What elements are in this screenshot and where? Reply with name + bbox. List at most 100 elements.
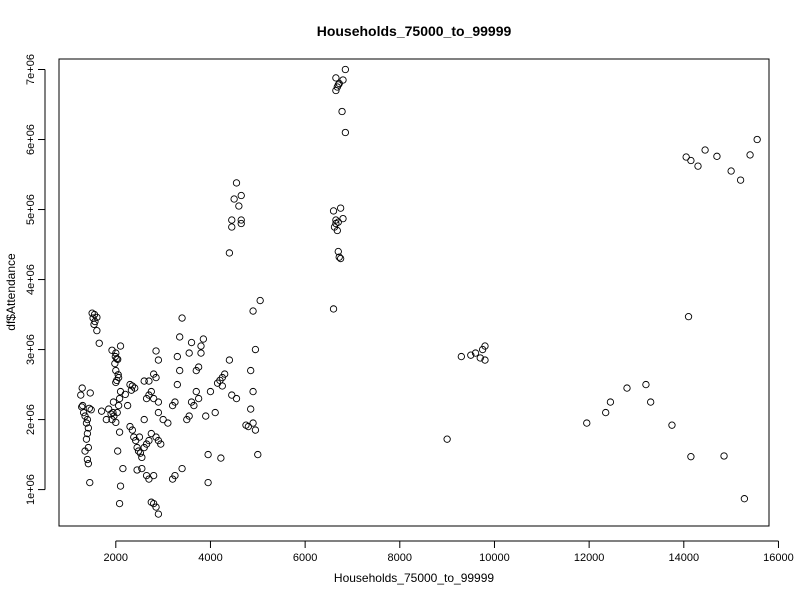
data-point [115,428,124,436]
data-point [192,387,200,396]
data-point [254,450,262,459]
data-point [753,135,761,144]
data-point [335,253,343,261]
y-tick-label: 7e+06 [25,54,37,85]
data-point [112,366,120,375]
y-tick-label: 5e+06 [25,194,37,225]
data-point [114,355,122,364]
data-point [90,320,98,329]
data-point [152,373,160,382]
data-point [471,349,480,357]
x-tick-label: 14000 [669,552,700,564]
data-point [256,296,264,305]
data-point [171,471,179,480]
data-point [173,352,181,361]
data-point [110,412,118,420]
data-point [147,429,155,438]
data-point [93,313,101,322]
data-point [606,398,615,406]
data-point [154,408,163,417]
data-point [116,387,125,396]
data-point [206,387,215,396]
data-point [583,419,591,427]
data-point [251,345,260,354]
data-point [147,387,155,396]
data-point [334,247,342,256]
data-point [138,464,146,473]
data-point [230,195,238,203]
data-point [77,391,85,399]
data-point [152,347,160,355]
data-points [77,65,761,518]
data-point [194,394,203,403]
data-point [136,449,145,457]
data-point [467,351,475,359]
data-point [199,335,208,343]
data-point [83,429,92,438]
data-point [133,466,141,474]
data-point [130,433,138,441]
data-point [115,394,124,403]
data-point [135,433,144,441]
data-point [145,475,153,483]
data-point [221,370,229,378]
data-point [713,152,721,160]
data-point [82,435,91,443]
data-point [232,394,241,403]
data-point [157,440,165,448]
data-point [138,453,146,462]
data-point [93,327,101,335]
data-point [87,406,95,414]
data-point [95,339,103,347]
data-point [83,455,92,464]
data-point [232,179,241,187]
data-point [114,447,122,455]
data-point [109,408,117,417]
data-point [116,482,125,490]
data-point [687,156,695,165]
data-point [112,378,120,387]
data-point [740,495,749,503]
data-point [333,226,341,235]
data-point [333,83,341,91]
data-point [746,151,754,159]
data-point [329,207,338,215]
data-point [682,153,690,161]
data-point [642,380,650,389]
x-tick-label: 8000 [388,552,412,564]
data-point [152,503,160,511]
data-point [211,408,219,417]
data-point [128,382,137,390]
data-point [123,401,132,410]
data-point [119,464,127,473]
data-point [86,389,94,397]
data-point [82,419,91,427]
data-point [109,398,118,406]
x-tick-label: 2000 [104,552,128,564]
data-point [228,391,236,399]
data-point [145,377,153,385]
x-tick-label: 4000 [198,552,222,564]
x-axis: 2000 4000 6000 8000 10000 12000 14000 16000 [104,540,794,564]
data-point [228,223,236,231]
data-point [140,377,148,385]
data-point [113,355,121,363]
x-tick-label: 16000 [763,552,794,564]
data-point [173,380,181,389]
data-point [176,366,184,375]
data-point [336,254,345,263]
data-point [244,422,252,431]
data-point [194,363,203,371]
data-point [334,218,342,226]
data-point [225,356,234,364]
plot-frame [58,58,770,527]
data-point [235,202,243,210]
data-point [251,426,260,434]
data-point [329,305,338,313]
data-point [185,412,193,420]
data-point [694,162,702,170]
data-point [128,426,137,434]
x-tick-label: 6000 [293,552,317,564]
data-point [225,249,234,257]
